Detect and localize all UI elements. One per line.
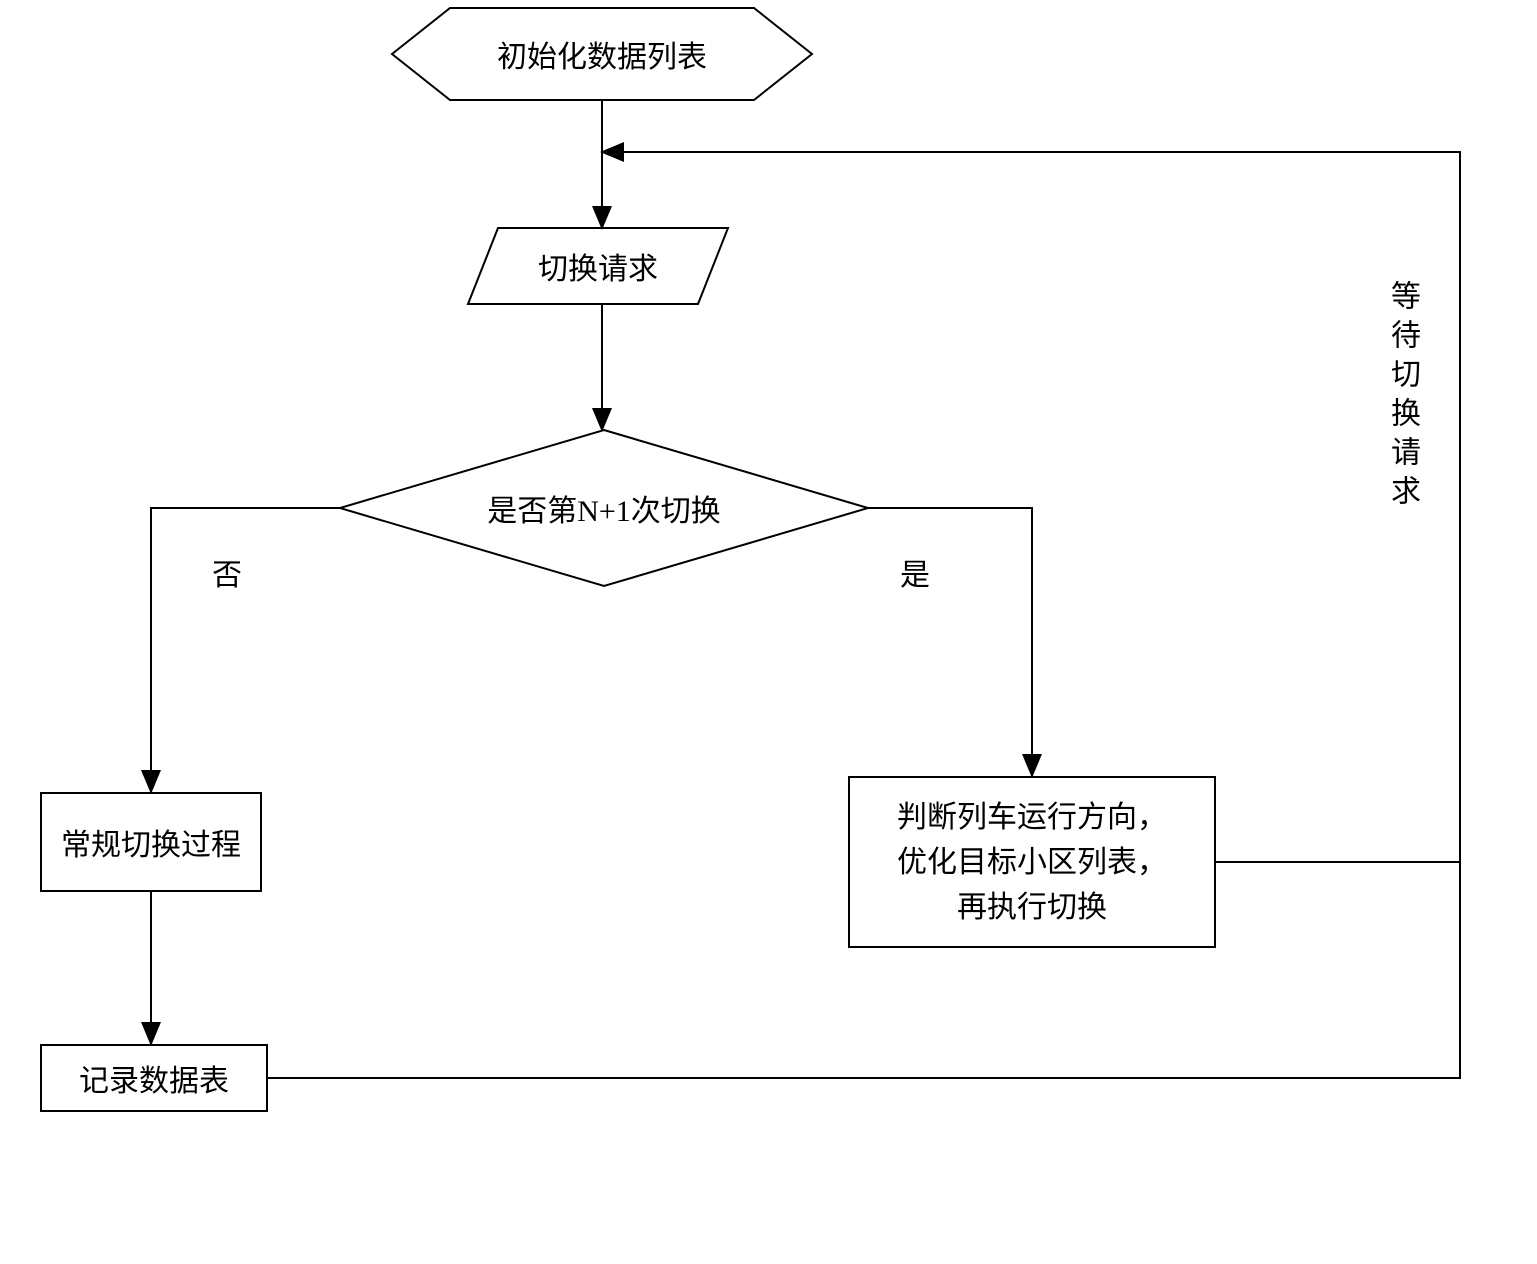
init-node: 初始化数据列表 bbox=[392, 8, 812, 100]
decision-node: 是否第N+1次切换 bbox=[340, 430, 868, 586]
switch-request-node: 切换请求 bbox=[468, 228, 728, 304]
label-no-text: 否 bbox=[212, 559, 242, 592]
edge-decision-to-optimize bbox=[868, 508, 1032, 776]
label-yes-text: 是 bbox=[900, 559, 930, 592]
decision-text: 是否第N+1次切换 bbox=[487, 486, 721, 530]
label-wait-text: 等待切换请求 bbox=[1386, 280, 1419, 514]
optimize-text: 判断列车运行方向， 优化目标小区列表， 再执行切换 bbox=[897, 795, 1167, 930]
label-yes: 是 bbox=[900, 550, 930, 594]
init-node-text: 初始化数据列表 bbox=[497, 32, 707, 76]
normal-process-node: 常规切换过程 bbox=[40, 792, 262, 892]
label-no: 否 bbox=[212, 550, 242, 594]
edge-decision-to-normal bbox=[151, 508, 340, 792]
switch-request-text: 切换请求 bbox=[538, 244, 658, 288]
optimize-node: 判断列车运行方向， 优化目标小区列表， 再执行切换 bbox=[848, 776, 1216, 948]
label-wait: 等待切换请求 bbox=[1380, 280, 1424, 514]
normal-process-text: 常规切换过程 bbox=[61, 820, 241, 864]
record-node: 记录数据表 bbox=[40, 1044, 268, 1112]
record-text: 记录数据表 bbox=[79, 1056, 229, 1100]
